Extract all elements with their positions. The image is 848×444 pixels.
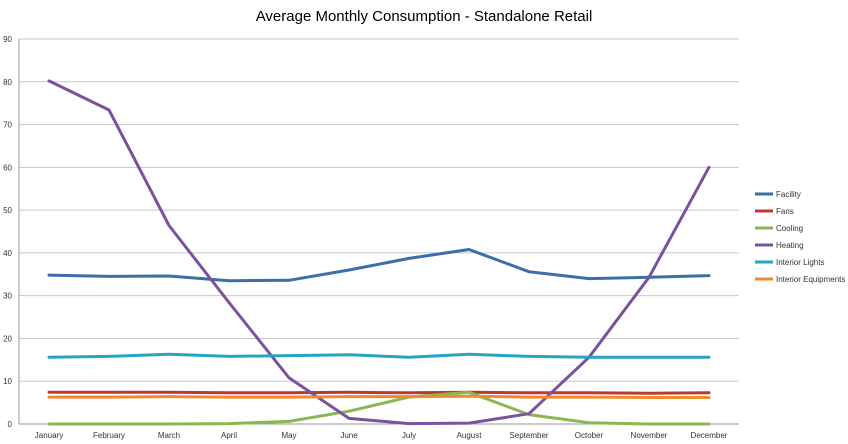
- x-tick-label: May: [281, 431, 296, 440]
- legend-label-interior-equipments: Interior Equipments: [776, 275, 845, 284]
- x-tick-label: November: [631, 431, 668, 440]
- series-line-cooling: [47, 390, 711, 426]
- x-tick-label: February: [93, 431, 125, 440]
- gridlines: [19, 38, 739, 382]
- y-tick-label: 40: [3, 249, 12, 258]
- y-tick-label: 80: [3, 78, 12, 87]
- series-line-facility: [47, 248, 711, 283]
- legend-label-cooling: Cooling: [776, 224, 803, 233]
- y-tick-label: 30: [3, 292, 12, 301]
- legend-label-heating: Heating: [776, 241, 804, 250]
- x-tick-labels: January February March April May June July Augu…: [35, 431, 728, 440]
- x-tick-label: March: [158, 431, 180, 440]
- y-tick-label: 60: [3, 163, 12, 172]
- x-tick-label: September: [509, 431, 548, 440]
- x-tick-label: June: [340, 431, 358, 440]
- x-tick-label: July: [402, 431, 416, 440]
- series-lines: [47, 79, 711, 426]
- chart-title: Average Monthly Consumption - Standalone…: [255, 8, 593, 25]
- x-tick-label: October: [575, 431, 604, 440]
- series-line-interior-lights: [47, 352, 711, 359]
- x-tick-label: August: [457, 431, 483, 440]
- x-tick-label: December: [691, 431, 728, 440]
- legend-label-fans: Fans: [776, 207, 794, 216]
- x-tick-label: April: [221, 431, 237, 440]
- y-tick-label: 0: [8, 420, 13, 429]
- y-tick-label: 20: [3, 334, 12, 343]
- y-tick-label: 50: [3, 206, 12, 215]
- legend-label-facility: Facility: [776, 190, 801, 199]
- series-line-heating: [47, 79, 711, 426]
- axes: [18, 39, 739, 425]
- series-line-fans: [47, 390, 711, 395]
- x-tick-label: January: [35, 431, 63, 440]
- y-tick-labels: 0 10 20 30 40 50 60 70 80 90: [3, 35, 12, 429]
- y-tick-label: 90: [3, 35, 12, 44]
- legend: Facility Fans Cooling Heating Interior Light…: [755, 190, 845, 284]
- legend-label-interior-lights: Interior Lights: [776, 258, 824, 267]
- y-tick-label: 10: [3, 377, 12, 386]
- series-line-interior-equipments: [47, 394, 711, 399]
- y-tick-label: 70: [3, 121, 12, 130]
